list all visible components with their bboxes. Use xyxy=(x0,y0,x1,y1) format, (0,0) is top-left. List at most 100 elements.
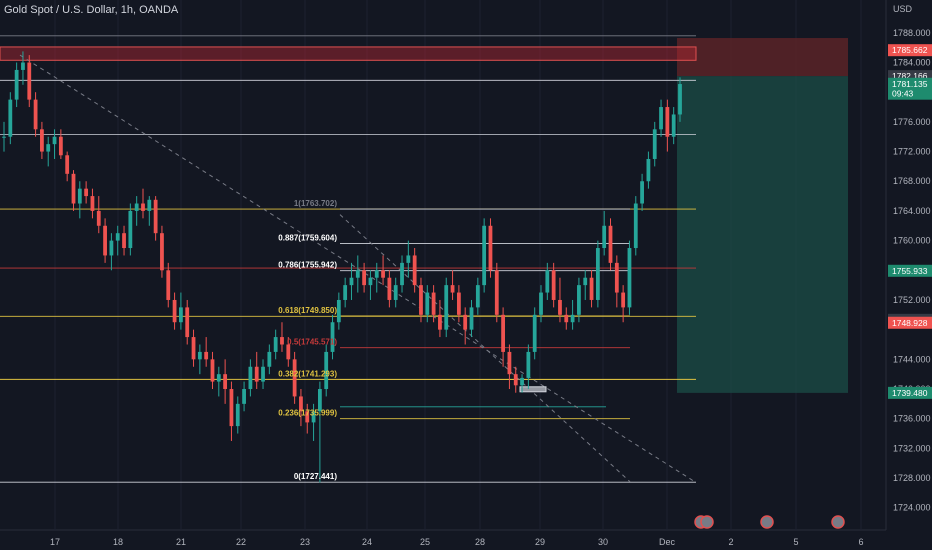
candle-body xyxy=(21,62,25,70)
candle-body xyxy=(261,366,265,382)
economic-event-icon xyxy=(760,515,774,529)
candle-body xyxy=(381,270,385,278)
x-tick-label: 24 xyxy=(362,537,372,547)
trendline xyxy=(339,214,631,483)
candle-body xyxy=(122,233,126,249)
candle-body xyxy=(438,314,442,330)
x-tick-label: 18 xyxy=(113,537,123,547)
candle-body xyxy=(583,277,588,286)
candle-body xyxy=(595,248,600,300)
candle-body xyxy=(659,107,663,130)
candlestick-series xyxy=(2,51,682,483)
y-tick-label: 1772.000 xyxy=(893,147,931,157)
candle-body xyxy=(216,374,221,382)
candle-body xyxy=(336,299,341,323)
candle-body xyxy=(299,396,303,412)
candle-body xyxy=(355,270,360,278)
candle-body xyxy=(671,114,676,137)
candle-body xyxy=(520,377,524,386)
candle-body xyxy=(229,389,234,427)
fib-label: 0(1727.441) xyxy=(294,472,337,481)
price-label-bg xyxy=(888,386,932,399)
candle-body xyxy=(90,196,95,211)
x-tick-label: 30 xyxy=(598,537,608,547)
candle-body xyxy=(185,307,190,338)
candle-body xyxy=(46,144,51,152)
price-label-bg xyxy=(888,44,932,57)
x-tick-label: 28 xyxy=(475,537,485,547)
candle-body xyxy=(109,240,114,256)
price-axis: USD 1788.000 1784.000 1776.000 1772.000 1768.… xyxy=(888,4,932,513)
fib-label: 0.618(1749.850) xyxy=(278,306,337,315)
candle-body xyxy=(431,292,436,315)
demand-marker xyxy=(519,386,547,393)
candle-body xyxy=(444,285,449,330)
candle-body xyxy=(58,136,63,156)
candle-body xyxy=(128,210,133,249)
fib-label: 0.382(1741.293) xyxy=(278,369,337,378)
candle-body xyxy=(65,155,70,174)
x-tick-label: 17 xyxy=(50,537,60,547)
candle-body xyxy=(425,292,430,315)
candle-body xyxy=(551,270,556,300)
candle-body xyxy=(103,225,107,256)
candle-body xyxy=(292,359,297,397)
candle-body xyxy=(539,292,543,315)
candle-body xyxy=(324,351,329,390)
candle-body xyxy=(614,262,619,293)
candle-body xyxy=(646,158,651,182)
y-tick-label: 1768.000 xyxy=(893,176,931,186)
fib-label: 0.236(1735.999) xyxy=(278,409,337,418)
resistance-zone xyxy=(0,46,697,61)
candle-body xyxy=(71,173,76,204)
candle-body xyxy=(570,314,575,323)
y-tick-label: 1760.000 xyxy=(893,236,931,246)
candle-body xyxy=(564,314,569,323)
fib-labels: 1(1763.702) 0.887(1759.604) 0.786(1755.942… xyxy=(278,199,337,481)
candle-body xyxy=(280,337,284,345)
price-label: 1755.933 xyxy=(892,266,928,276)
y-tick-label: 1776.000 xyxy=(893,117,931,127)
x-tick-label: 2 xyxy=(728,537,733,547)
position-zones xyxy=(0,38,848,393)
candle-body xyxy=(343,285,348,300)
candle-body xyxy=(134,203,139,211)
candle-body xyxy=(8,99,13,137)
candle-body xyxy=(608,225,613,263)
candle-body xyxy=(627,248,632,308)
candle-body xyxy=(77,188,82,204)
price-label-bg xyxy=(888,264,932,277)
candle-body xyxy=(191,337,196,360)
candle-body xyxy=(311,411,316,423)
candle-body xyxy=(374,270,379,278)
price-label-bg xyxy=(888,87,932,100)
candle-body xyxy=(368,277,373,286)
trendline xyxy=(19,54,697,483)
candle-body xyxy=(27,62,32,100)
candle-body xyxy=(545,270,550,293)
candle-body xyxy=(2,136,6,138)
price-label: 1739.480 xyxy=(892,388,928,398)
candle-body xyxy=(507,351,512,375)
axis-currency: USD xyxy=(893,4,913,14)
y-tick-label: 1736.000 xyxy=(893,414,931,424)
candle-body xyxy=(463,314,468,330)
fib-label: 0.786(1755.942) xyxy=(278,261,337,270)
candle-body xyxy=(153,199,158,234)
candle-body xyxy=(242,389,246,404)
y-tick-label: 1764.000 xyxy=(893,206,931,216)
candle-body xyxy=(33,99,38,130)
price-label: 1748.928 xyxy=(892,318,928,328)
candle-body xyxy=(678,84,682,115)
y-tick-label: 1752.000 xyxy=(893,295,931,305)
candle-body xyxy=(14,69,19,100)
price-label: 1781.135 xyxy=(892,79,928,89)
candle-body xyxy=(406,255,411,263)
economic-event-icon xyxy=(831,515,845,529)
candle-body xyxy=(204,351,209,360)
candle-body xyxy=(172,299,177,323)
candle-body xyxy=(248,366,253,390)
y-tick-label: 1724.000 xyxy=(893,503,931,513)
price-label: 1782.166 xyxy=(892,71,928,81)
